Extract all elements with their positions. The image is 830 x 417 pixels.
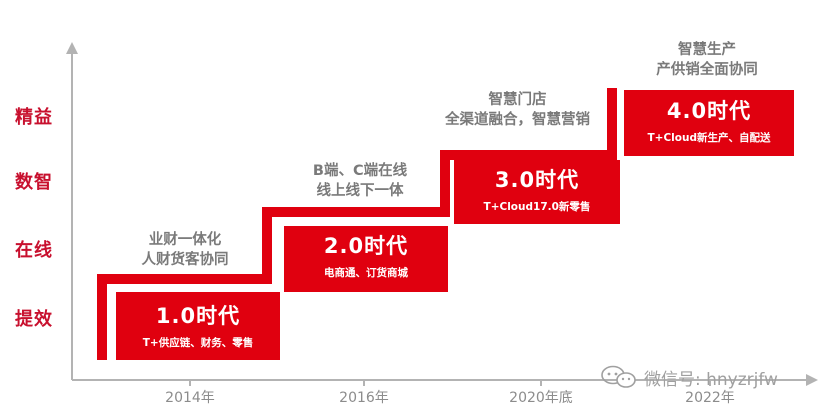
annotation-line: 业财一体化 <box>148 232 222 248</box>
annotation-line: 智慧门店 <box>488 92 547 108</box>
era-box-2: 2.0时代 电商通、订货商城 <box>284 226 448 292</box>
level-label-lean: 精益 <box>15 107 53 128</box>
level-label-online: 在线 <box>15 240 53 261</box>
x-tick-label-2016: 2016年 <box>339 390 389 406</box>
era-title: 3.0时代 <box>494 168 580 192</box>
era-title: 2.0时代 <box>323 234 409 258</box>
x-axis-arrow <box>806 374 818 386</box>
annotation-line: 产供销全面协同 <box>656 62 758 78</box>
era-title: 1.0时代 <box>155 304 241 328</box>
annotation-era-2: B端、C端在线 线上线下一体 <box>280 161 440 201</box>
annotation-line: 线上线下一体 <box>316 183 404 199</box>
y-axis-arrow <box>66 42 78 54</box>
era-box-3: 3.0时代 T+Cloud17.0新零售 <box>454 160 620 224</box>
level-label-digital-intelligence: 数智 <box>15 172 53 193</box>
annotation-line: 全渠道融合，智慧营销 <box>445 112 590 128</box>
x-tick-label-2022: 2022年 <box>685 390 735 406</box>
wechat-icon <box>601 365 636 388</box>
wechat-watermark: 微信号: hnyzrjfw <box>600 365 778 390</box>
annotation-line: B端、C端在线 <box>312 163 408 179</box>
annotation-era-4: 智慧生产 产供销全面协同 <box>632 40 782 80</box>
x-tick-label-2014: 2014年 <box>165 390 215 406</box>
era-title: 4.0时代 <box>666 99 752 123</box>
era-description: T+供应链、财务、零售 <box>142 337 254 349</box>
era-description: T+Cloud17.0新零售 <box>483 201 591 213</box>
level-label-efficiency: 提效 <box>15 309 53 330</box>
era-box-4: 4.0时代 T+Cloud新生产、自配送 <box>624 90 794 156</box>
era-description: 电商通、订货商城 <box>324 267 408 279</box>
annotation-line: 智慧生产 <box>678 42 736 58</box>
annotation-era-3: 智慧门店 全渠道融合，智慧营销 <box>425 90 610 130</box>
x-tick-label-2020: 2020年底 <box>509 390 573 406</box>
watermark-text: 微信号: hnyzrjfw <box>644 369 778 390</box>
era-box-1: 1.0时代 T+供应链、财务、零售 <box>116 292 280 360</box>
staircase-band <box>97 88 617 360</box>
annotation-era-1: 业财一体化 人财货客协同 <box>110 230 260 270</box>
era-description: T+Cloud新生产、自配送 <box>647 132 771 144</box>
annotation-line: 人财货客协同 <box>141 252 229 268</box>
